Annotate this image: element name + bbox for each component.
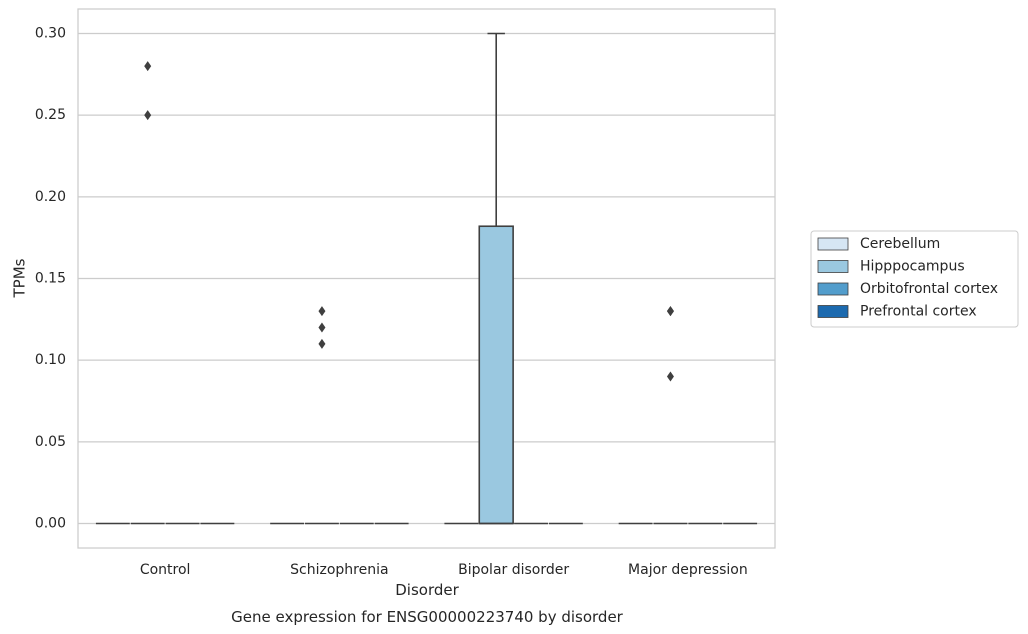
x-tick-label: Major depression (628, 562, 748, 578)
x-tick-label: Bipolar disorder (458, 562, 569, 578)
legend-swatch (817, 282, 849, 296)
legend-label: Cerebellum (860, 236, 940, 252)
legend-swatch (817, 237, 849, 251)
y-tick-label: 0.00 (35, 516, 66, 532)
x-tick-label: Schizophrenia (290, 562, 388, 578)
legend-swatch (817, 260, 849, 273)
y-tick-label: 0.05 (35, 434, 66, 450)
box-body (478, 225, 514, 525)
legend-label: Orbitofrontal cortex (860, 281, 998, 297)
plot-frame (77, 8, 776, 549)
legend-label: Hipppocampus (860, 259, 965, 275)
box-group (478, 32, 514, 525)
y-tick-label: 0.10 (35, 352, 66, 368)
legend: Cerebellum Hipppocampus Orbitofrontal cort… (810, 230, 1019, 328)
outlier-point (318, 338, 326, 349)
outlier-point (144, 61, 152, 72)
y-tick-label: 0.20 (35, 189, 66, 205)
outliers (144, 61, 674, 382)
outlier-point (318, 306, 326, 317)
legend-label: Prefrontal cortex (860, 304, 977, 320)
outlier-point (666, 371, 674, 382)
x-axis-ticks: Control Schizophrenia Bipolar disorder Majo… (140, 562, 748, 578)
y-axis-label: TPMs (11, 258, 29, 298)
boxes (95, 32, 758, 525)
outlier-point (318, 322, 326, 333)
legend-items: Cerebellum Hipppocampus Orbitofrontal cort… (817, 236, 998, 320)
x-tick-label: Control (140, 562, 191, 578)
y-tick-label: 0.30 (35, 26, 66, 42)
outlier-point (144, 110, 152, 121)
legend-frame (810, 230, 1019, 328)
y-tick-label: 0.25 (35, 107, 66, 123)
y-tick-label: 0.15 (35, 271, 66, 287)
chart-title: Gene expression for ENSG00000223740 by d… (231, 608, 624, 626)
legend-swatch (817, 305, 849, 318)
x-axis-label: Disorder (395, 581, 459, 599)
y-axis-ticks: 0.00 0.05 0.10 0.15 0.20 0.25 0.30 (35, 26, 66, 532)
outlier-point (666, 306, 674, 317)
